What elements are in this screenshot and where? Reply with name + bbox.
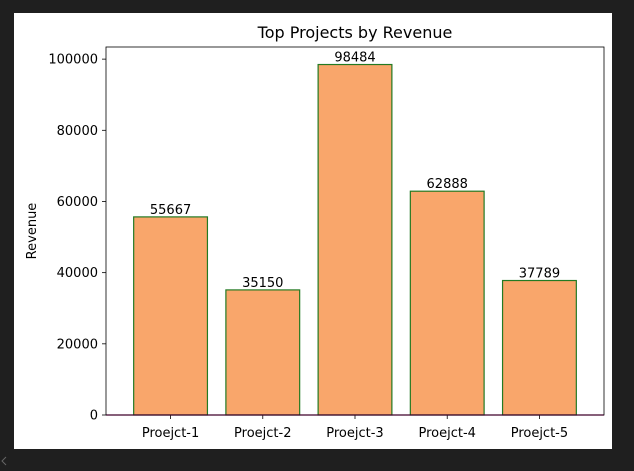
plot-area-frame [105,46,605,416]
y-axis-label: Revenue [25,203,40,260]
x-tick-label-4: Proejct-4 [418,426,475,441]
data-label-4: 62888 [427,177,468,192]
x-tick-label-1: Proejct-1 [142,426,199,441]
bar-4 [409,190,485,416]
x-tick-label-5: Proejct-5 [511,426,568,441]
y-tick-label-5: 100000 [48,53,98,68]
y-tick-label-2: 40000 [57,266,98,281]
y-tick-label-4: 80000 [57,124,98,139]
y-tick-label-0: 0 [90,409,98,424]
bar-1 [133,216,209,416]
data-label-1: 55667 [150,203,191,218]
y-tick-label-3: 60000 [57,195,98,210]
resize-corner [0,452,8,466]
bar-3 [317,63,393,416]
data-label-3: 98484 [334,51,375,66]
y-axis-ticks: 0 20000 40000 60000 80000 100000 [48,53,106,424]
x-tick-label-3: Proejct-3 [326,426,383,441]
bar-5 [501,279,577,416]
chart-figure: Top Projects by Revenue Revenue 55667 351… [14,13,612,449]
data-label-5: 37789 [519,267,560,282]
chart-title: Top Projects by Revenue [257,23,453,42]
x-tick-label-2: Proejct-2 [234,426,291,441]
y-tick-label-1: 20000 [57,337,98,352]
bar-chart: Top Projects by Revenue Revenue 55667 351… [25,23,605,441]
bar-2 [225,289,301,416]
bars-group: 55667 35150 98484 62888 37789 [133,51,577,416]
data-label-2: 35150 [242,276,283,291]
x-axis-ticks: Proejct-1 Proejct-2 Proejct-3 Proejct-4 Proe… [142,415,568,441]
